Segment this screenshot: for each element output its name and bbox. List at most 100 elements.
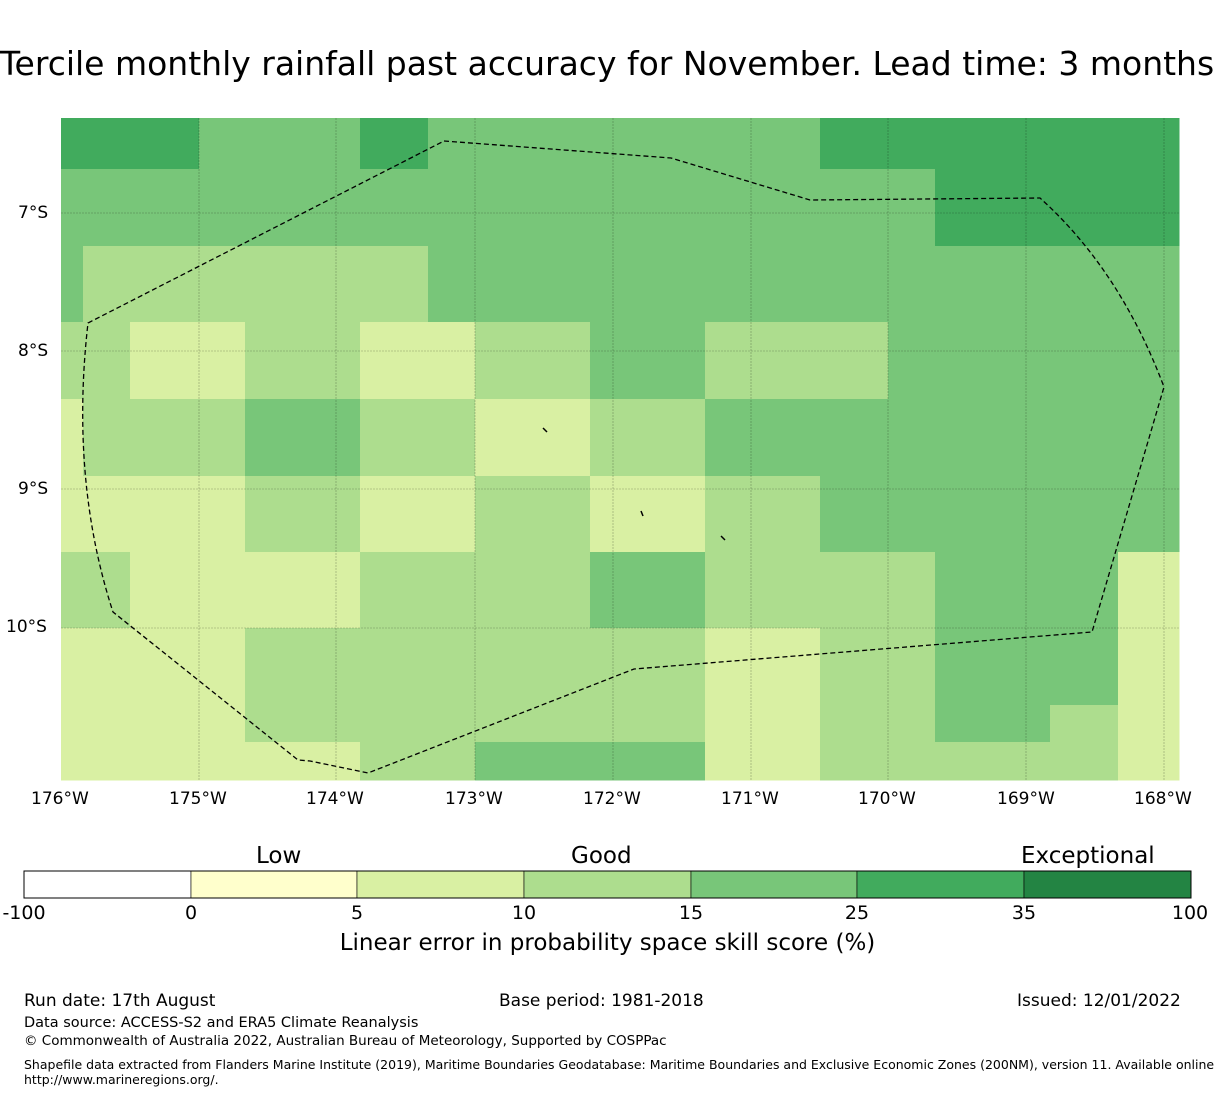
grid-cell [83,322,131,400]
colorbar-segment [1023,870,1192,899]
grid-cell [590,742,659,781]
grid-cell [820,742,889,781]
grid-cell [360,476,429,553]
grid-cell [428,552,476,629]
grid-cell [61,628,84,706]
lon-label: 169°W [997,789,1055,809]
grid-cell [705,628,774,706]
grid-cell [705,322,774,400]
grid-cell [360,169,429,247]
grid-cell [245,399,314,477]
grid-cell [820,246,889,323]
grid-cell [428,169,476,247]
grid-cell [590,169,659,247]
colorbar-segments [23,870,1192,899]
grid-cell [1003,628,1051,706]
grid-cell [1050,705,1119,743]
grid-cell [1118,742,1180,781]
grid-cell [313,476,361,553]
grid-cell [245,628,314,706]
grid-cell [245,246,314,323]
grid-cell [935,476,1004,553]
colorbar-tick: 35 [1011,902,1037,924]
grid-cell [1118,246,1180,323]
colorbar-tick: -100 [2,902,46,924]
grid-cell [590,705,659,743]
grid-cell [658,118,706,170]
grid-cell [888,628,936,706]
island [542,427,548,433]
grid-cell [360,628,429,706]
grid-cell [590,399,659,477]
grid-cell [130,705,200,743]
issued-date: Issued: 12/01/2022 [1017,991,1181,1011]
grid-cell [199,118,246,170]
grid-cell [61,476,84,553]
lon-label: 173°W [445,789,503,809]
grid-cell [313,742,361,781]
grid-cell [820,705,889,743]
grid-cell [935,552,1004,629]
grid-cell [773,246,821,323]
grid-cell [130,118,200,170]
grid-cell [773,118,821,170]
grid-cell [888,118,936,170]
grid-cell [313,628,361,706]
grid-cell [199,322,246,400]
grid-cell [705,246,774,323]
grid-cell [475,246,544,323]
shapefile-url: http://www.marineregions.org/. [24,1072,219,1087]
colorbar-tick: 15 [678,902,704,924]
grid-cell [475,399,544,477]
grid-cell [428,322,476,400]
grid-cell [658,705,706,743]
grid-cell [1050,118,1119,170]
grid-cell [773,169,821,247]
grid-cell [245,705,314,743]
grid-cell [130,628,200,706]
grid-cell [888,552,936,629]
grid-cell [1118,628,1180,706]
grid-cell [820,322,889,400]
grid-cell [199,399,246,477]
colorbar-label: Linear error in probability space skill … [339,930,876,956]
grid-cell [935,322,1004,400]
grid-cell [1050,628,1119,706]
grid-cell [773,705,821,743]
grid-cell [1118,476,1180,553]
grid-cell [313,246,361,323]
grid-cell [888,399,936,477]
grid-cell [1050,476,1119,553]
shapefile-credit: Shapefile data extracted from Flanders M… [24,1057,1215,1072]
grid-cell [245,322,314,400]
grid-cell [360,552,429,629]
grid-cell [543,552,591,629]
grid-cell [245,742,314,781]
grid-cell [543,742,591,781]
grid-cell [313,705,361,743]
colorbar-tick: 5 [350,902,364,924]
grid-cell [130,476,200,553]
grid-cell [1118,705,1180,743]
grid-cell [1003,705,1051,743]
copyright: © Commonwealth of Australia 2022, Austra… [24,1033,667,1049]
lon-label: 176°W [31,789,89,809]
grid-cell [543,246,591,323]
grid-cell [1118,552,1180,629]
grid-cell [83,246,131,323]
grid-cell [199,169,246,247]
grid-cell [888,322,936,400]
grid-cell [590,628,659,706]
grid-cell [83,169,131,247]
grid-cell [888,705,936,743]
grid-cell [543,705,591,743]
grid-cell [590,246,659,323]
grid-cell [658,399,706,477]
lon-label: 170°W [858,789,916,809]
grid-cell [1050,169,1119,247]
grid-cell [61,705,84,743]
grid-cell [1118,169,1180,247]
grid-cell [705,399,774,477]
grid-cell [543,628,591,706]
grid-cell [820,476,889,553]
